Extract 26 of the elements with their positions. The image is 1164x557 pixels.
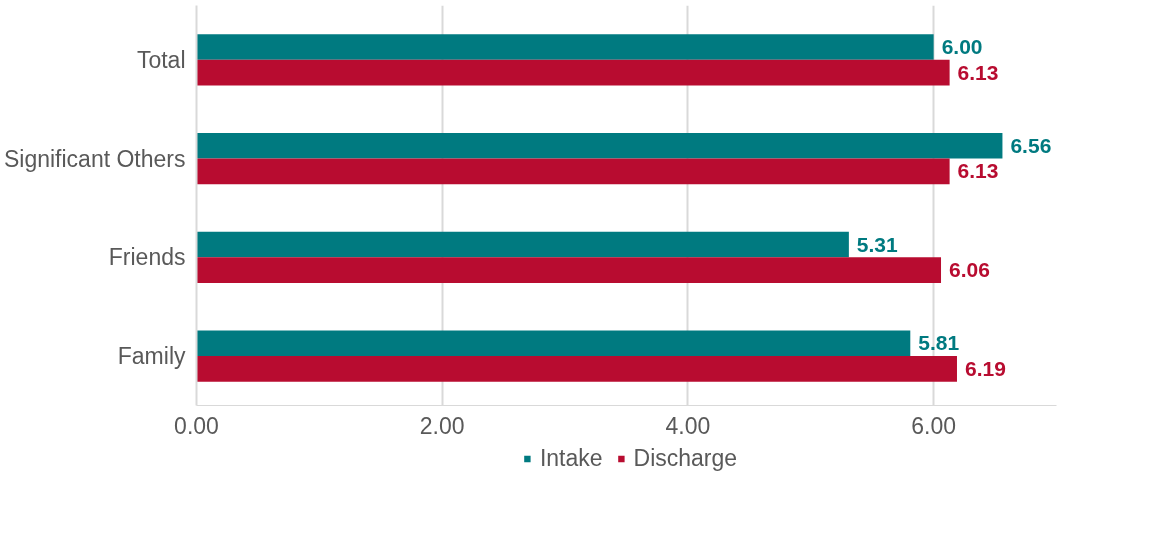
data-label: 5.31 (856, 232, 899, 256)
bar (196, 59, 950, 86)
data-label: 6.06 (949, 258, 990, 282)
bar (196, 34, 934, 60)
y-tick-label: Significant Others (3, 145, 186, 172)
x-tick-label: 6.00 (911, 412, 957, 439)
legend-label: Intake (539, 444, 603, 472)
bar (196, 158, 950, 185)
data-label: 6.13 (957, 60, 999, 84)
data-label: 6.13 (957, 159, 999, 183)
bar (196, 330, 911, 357)
bar (196, 356, 957, 382)
x-tick-label: 2.00 (419, 412, 465, 439)
bar (196, 132, 1003, 159)
y-tick-label: Total (136, 46, 186, 73)
data-label: 6.19 (964, 356, 1006, 380)
bar (196, 257, 942, 284)
bar (196, 231, 849, 258)
data-label: 6.00 (941, 34, 983, 58)
data-label: 6.56 (1010, 133, 1052, 157)
data-label: 5.81 (918, 331, 960, 355)
y-tick-label: Friends (108, 244, 186, 271)
legend-label: Discharge (633, 444, 738, 472)
x-tick-label: 4.00 (665, 412, 711, 439)
x-tick-label: 0.00 (174, 412, 219, 439)
y-tick-label: Family (117, 343, 186, 370)
